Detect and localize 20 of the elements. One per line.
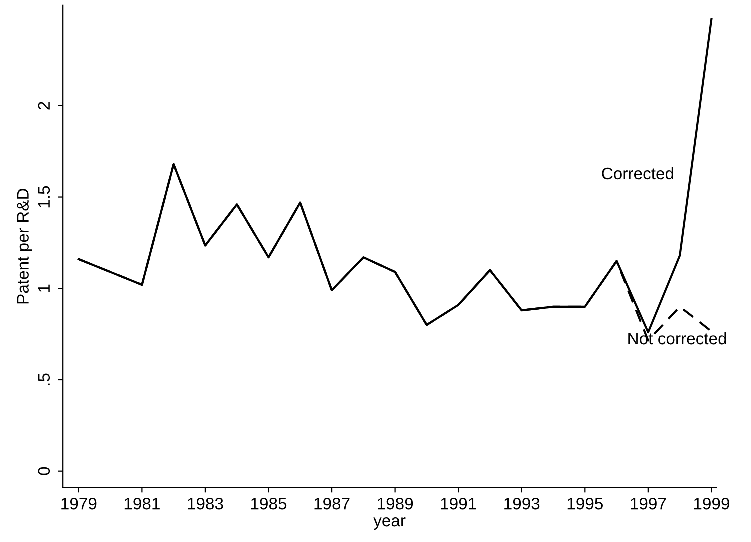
x-tick-label: 1997	[631, 498, 666, 510]
y-tick-label: .5	[38, 374, 50, 386]
x-tick-label: 1979	[62, 498, 97, 510]
x-tick-label: 1981	[124, 498, 160, 510]
x-tick-label: 1993	[504, 498, 540, 510]
x-tick-label: 1985	[251, 498, 287, 510]
y-tick-label: 1	[38, 284, 50, 292]
x-tick-label: 1983	[188, 498, 224, 510]
x-axis-title: year	[374, 518, 406, 530]
x-tick-label: 1999	[694, 498, 730, 510]
x-tick-label: 1987	[314, 498, 350, 510]
series-label: Not corrected	[628, 332, 726, 345]
y-tick-label: 0	[38, 467, 50, 476]
series-label: Corrected	[602, 167, 674, 180]
y-tick-label: 2	[38, 102, 50, 110]
y-tick-label: 1.5	[38, 186, 50, 208]
x-tick-label: 1989	[378, 498, 414, 510]
x-tick-label: 1991	[441, 498, 476, 510]
y-axis-title: Patent per R&D	[17, 189, 32, 304]
x-tick-label: 1995	[568, 498, 603, 510]
